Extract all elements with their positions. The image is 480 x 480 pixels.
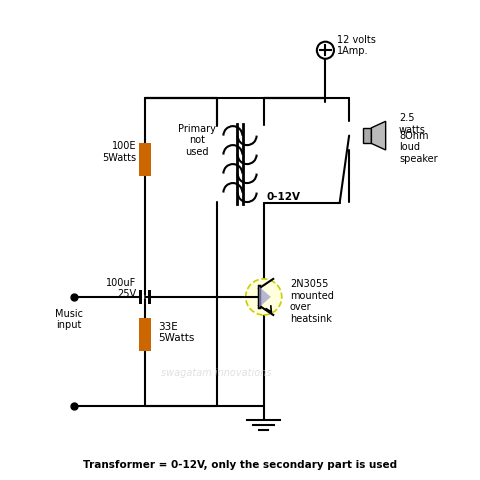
Text: 2.5
watts: 2.5 watts <box>399 113 426 134</box>
Text: 33E
5Watts: 33E 5Watts <box>158 322 195 343</box>
Text: 0-12V: 0-12V <box>266 192 300 202</box>
FancyBboxPatch shape <box>148 290 151 303</box>
Text: Music
input: Music input <box>55 309 83 330</box>
Polygon shape <box>372 121 385 150</box>
Text: 8Ohm
loud
speaker: 8Ohm loud speaker <box>399 131 438 164</box>
Text: swagatam innovations: swagatam innovations <box>161 368 272 378</box>
FancyBboxPatch shape <box>363 128 372 144</box>
FancyBboxPatch shape <box>139 318 151 351</box>
Text: 12 volts
1Amp.: 12 volts 1Amp. <box>337 35 376 56</box>
FancyBboxPatch shape <box>139 290 142 303</box>
Text: Transformer = 0-12V, only the secondary part is used: Transformer = 0-12V, only the secondary … <box>83 460 397 470</box>
Text: 100uF
25V: 100uF 25V <box>107 277 137 299</box>
Text: 2N3055
mounted
over
heatsink: 2N3055 mounted over heatsink <box>290 279 334 324</box>
Polygon shape <box>259 287 271 307</box>
Text: Primary
not
used: Primary not used <box>179 124 216 157</box>
Circle shape <box>246 279 282 315</box>
Text: 100E
5Watts: 100E 5Watts <box>102 142 137 163</box>
FancyBboxPatch shape <box>139 143 151 176</box>
